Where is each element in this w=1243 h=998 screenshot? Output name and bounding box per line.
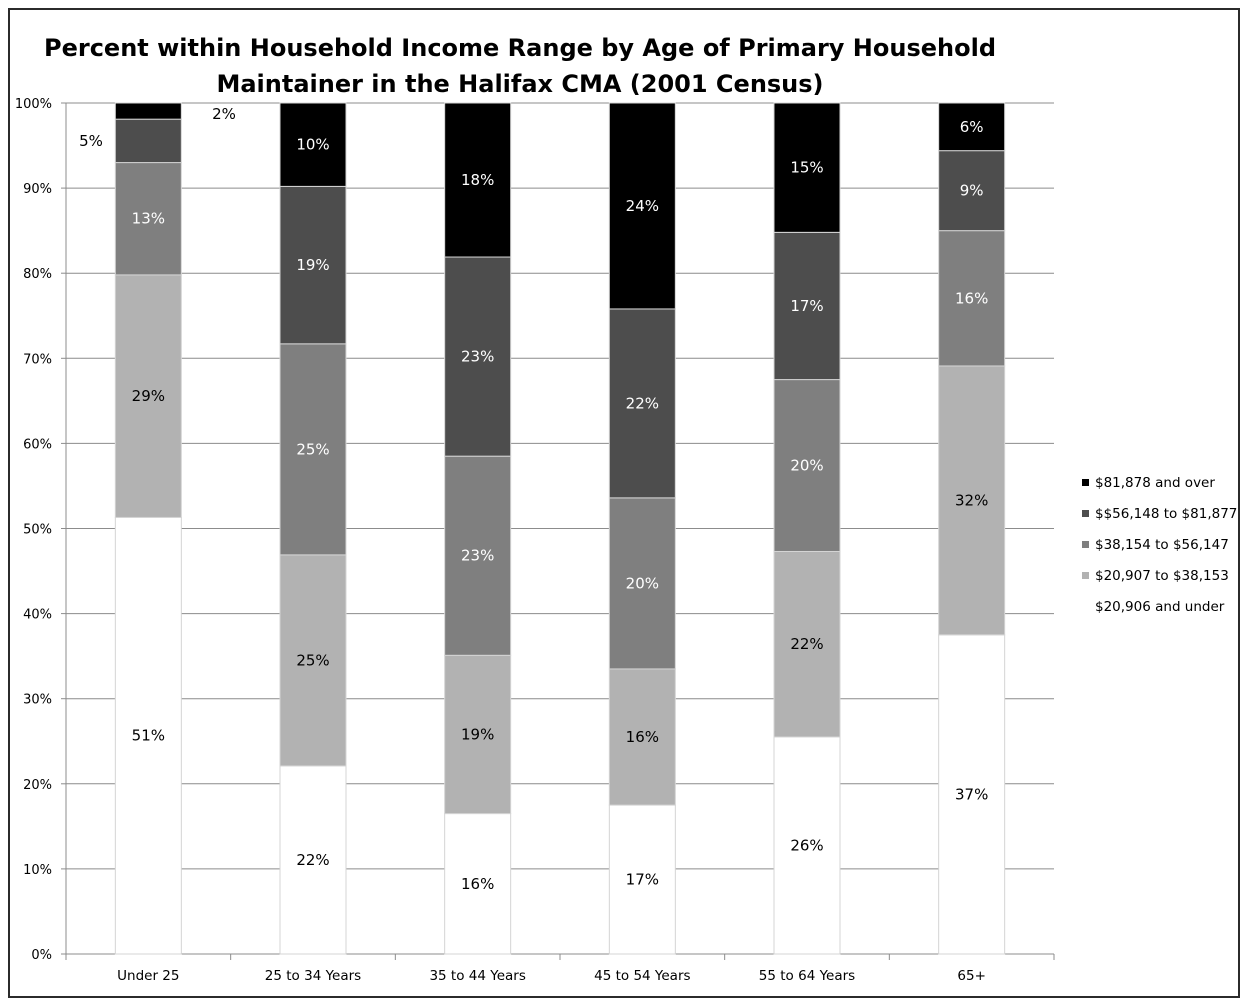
y-tick-label: 60% [23,437,52,452]
bar-segment [114,118,182,164]
bar-segment [608,497,676,670]
bar-segment [938,102,1006,152]
legend-swatch [1082,541,1089,548]
bar-segment [938,150,1006,232]
data-label: 16% [461,875,494,893]
data-label: 20% [626,574,659,592]
legend-item: $38,154 to $56,147 [1082,529,1237,560]
data-label: 5% [79,132,103,150]
bar-segment [444,256,512,457]
bar-segment [608,102,676,310]
legend-swatch [1082,603,1089,610]
legend-item: $20,907 to $38,153 [1082,560,1237,591]
bar-segment [938,365,1006,636]
data-label: 23% [461,547,494,565]
bar-segment [608,308,676,499]
data-label: 16% [626,728,659,746]
data-label: 26% [790,836,823,854]
data-label: 18% [461,171,494,189]
bar-segment [608,804,676,955]
data-label: 2% [212,105,236,123]
data-label: 6% [960,118,984,136]
bar-segment [279,343,347,556]
legend-label: $$56,148 to $81,877 [1095,505,1238,522]
y-tick-label: 90% [23,182,52,197]
y-tick-label: 50% [23,523,52,538]
bar-segment [114,102,182,120]
legend-swatch [1082,510,1089,517]
legend-swatch [1082,479,1089,486]
legend-label: $38,154 to $56,147 [1095,536,1229,553]
bar-segment [114,516,182,955]
bar-segment [773,231,841,381]
y-tick-label: 70% [23,352,52,367]
chart-title-line-2: Maintainer in the Halifax CMA (2001 Cens… [216,70,824,98]
bar-segment [444,455,512,656]
bar-segment [279,765,347,955]
y-tick-label: 30% [23,693,52,708]
bar-segment [279,554,347,767]
data-label: 51% [132,727,165,745]
x-tick-label: 25 to 34 Years [265,968,361,984]
data-label: 25% [296,440,329,458]
data-label: 9% [960,182,984,200]
chart-legend: $81,878 and over $$56,148 to $81,877 $38,1… [1082,467,1237,622]
x-tick-label: 65+ [957,968,986,984]
data-label: 25% [296,651,329,669]
data-label: 10% [296,136,329,154]
data-label: 24% [626,197,659,215]
bar-segment [608,668,676,806]
data-label: 20% [790,457,823,475]
bar-segment [444,813,512,955]
data-label: 22% [790,635,823,653]
data-label: 15% [790,159,823,177]
x-tick-label: Under 25 [117,968,179,984]
legend-item: $20,906 and under [1082,591,1237,622]
y-tick-label: 20% [23,778,52,793]
legend-label: $81,878 and over [1095,474,1215,491]
data-label: 17% [790,297,823,315]
bar-segment [114,162,182,276]
data-label: 32% [955,491,988,509]
y-tick-label: 0% [31,948,52,963]
data-label: 19% [296,256,329,274]
bar-segment [444,654,512,815]
x-tick-label: 55 to 64 Years [759,968,855,984]
chart-title: Percent within Household Income Range by… [40,30,1000,102]
data-label: 16% [955,289,988,307]
bar-segment [938,230,1006,367]
y-tick-label: 100% [15,97,52,112]
bar-segment [444,102,512,258]
bar-segment [114,274,182,518]
legend-swatch [1082,572,1089,579]
legend-item: $$56,148 to $81,877 [1082,498,1237,529]
data-label: 22% [626,394,659,412]
data-label: 17% [626,871,659,889]
x-tick-label: 45 to 54 Years [594,968,690,984]
data-label: 19% [461,725,494,743]
bar-segment [773,102,841,233]
bar-segment [279,185,347,345]
y-tick-label: 10% [23,863,52,878]
data-label: 22% [296,851,329,869]
data-label: 23% [461,348,494,366]
chart-title-line-1: Percent within Household Income Range by… [44,34,996,62]
data-label: 13% [132,210,165,228]
x-tick-label: 35 to 44 Years [429,968,525,984]
y-tick-label: 40% [23,608,52,623]
legend-label: $20,906 and under [1095,598,1225,615]
data-label: 29% [132,387,165,405]
legend-item: $81,878 and over [1082,467,1237,498]
y-tick-label: 80% [23,267,52,282]
bar-segment [279,102,347,187]
legend-label: $20,907 to $38,153 [1095,567,1229,584]
data-label: 37% [955,785,988,803]
bar-segment [773,379,841,552]
